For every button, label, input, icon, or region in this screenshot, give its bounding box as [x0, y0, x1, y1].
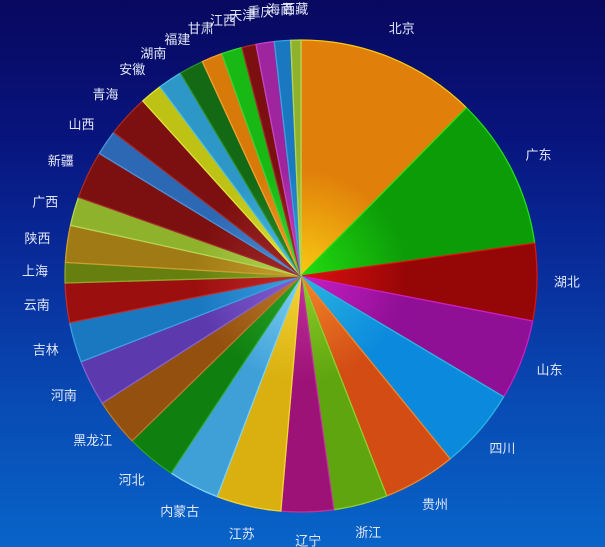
svg-text:山西: 山西: [68, 117, 94, 132]
svg-text:湖南: 湖南: [140, 46, 166, 61]
svg-text:河北: 河北: [119, 473, 145, 488]
svg-text:河南: 河南: [51, 388, 77, 403]
svg-text:上海: 上海: [22, 264, 48, 279]
svg-text:辽宁: 辽宁: [295, 533, 321, 547]
svg-text:福建: 福建: [164, 32, 190, 47]
svg-text:西藏: 西藏: [282, 2, 308, 17]
svg-text:内蒙古: 内蒙古: [160, 504, 199, 519]
svg-text:黑龙江: 黑龙江: [73, 433, 112, 448]
svg-text:吉林: 吉林: [33, 342, 59, 357]
svg-text:湖北: 湖北: [554, 274, 580, 289]
svg-text:贵州: 贵州: [422, 497, 448, 512]
svg-text:新疆: 新疆: [48, 153, 74, 168]
svg-text:山东: 山东: [536, 362, 562, 377]
svg-text:四川: 四川: [489, 441, 515, 456]
svg-text:浙江: 浙江: [355, 525, 381, 540]
svg-text:云南: 云南: [24, 298, 50, 313]
svg-text:青海: 青海: [92, 87, 118, 102]
svg-text:广西: 广西: [32, 194, 58, 209]
svg-text:安徽: 安徽: [119, 62, 145, 77]
svg-text:广东: 广东: [525, 148, 551, 163]
svg-text:陕西: 陕西: [24, 231, 50, 246]
svg-text:江苏: 江苏: [229, 527, 255, 542]
svg-text:北京: 北京: [389, 21, 415, 36]
